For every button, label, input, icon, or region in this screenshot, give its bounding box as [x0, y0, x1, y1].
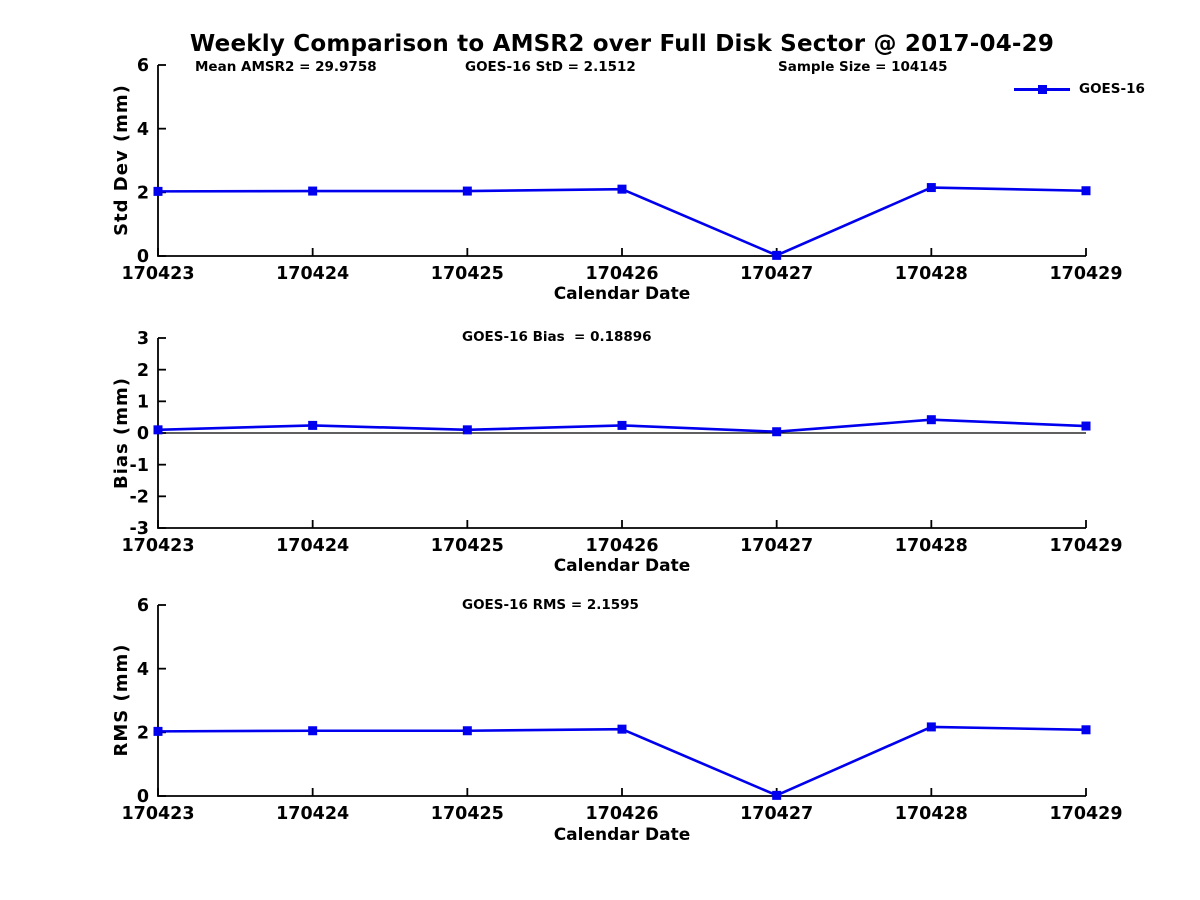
y-tick-label: 4: [137, 660, 149, 680]
axis-spine: [157, 65, 1086, 257]
y-tick-label: 2: [137, 361, 149, 381]
y-tick-label: -2: [130, 487, 149, 507]
y-tick-label: 6: [137, 596, 149, 616]
axis-spine: [157, 605, 1086, 797]
data-point-marker: [1081, 421, 1091, 431]
data-point-marker: [772, 427, 782, 437]
x-tick-label: 170426: [585, 804, 658, 824]
ylabel-bias: Bias (mm): [111, 377, 132, 489]
x-tick-label: 170423: [121, 264, 194, 284]
data-point-marker: [462, 425, 472, 435]
x-tick-label: 170424: [276, 264, 349, 284]
data-point-marker: [308, 186, 318, 196]
x-tick-label: 170425: [431, 264, 504, 284]
data-point-marker: [462, 726, 472, 736]
data-point-marker: [308, 420, 318, 430]
x-tick-label: 170424: [276, 536, 349, 556]
data-point-marker: [772, 790, 782, 800]
data-point-marker: [153, 726, 163, 736]
x-tick-label: 170426: [585, 536, 658, 556]
data-point-marker: [462, 186, 472, 196]
x-tick-label: 170428: [895, 264, 968, 284]
data-point-marker: [926, 722, 936, 732]
y-tick-label: 3: [137, 329, 149, 349]
ylabel-std-dev: Std Dev (mm): [111, 84, 132, 236]
figure-title: Weekly Comparison to AMSR2 over Full Dis…: [189, 31, 1055, 57]
y-tick-label: -3: [130, 519, 149, 539]
x-tick-label: 170428: [895, 804, 968, 824]
legend: GOES-16: [1014, 81, 1145, 97]
data-point-marker: [617, 184, 627, 194]
data-point-marker: [1081, 186, 1091, 196]
data-point-marker: [926, 415, 936, 425]
annotation-goes16-rms: GOES-16 RMS = 2.1595: [462, 597, 639, 613]
data-point-marker: [617, 724, 627, 734]
y-tick-label: 0: [137, 247, 149, 267]
x-tick-label: 170424: [276, 804, 349, 824]
y-tick-label: -1: [130, 456, 149, 476]
xlabel-calendar-date-2: Calendar Date: [553, 556, 691, 576]
annotation-goes16-std: GOES-16 StD = 2.1512: [465, 59, 636, 75]
annotation-mean-amsr2: Mean AMSR2 = 29.9758: [195, 59, 377, 75]
series-line-goes-16: [157, 186, 1087, 257]
x-tick-label: 170423: [121, 536, 194, 556]
x-tick-label: 170427: [740, 804, 813, 824]
y-tick-label: 0: [137, 424, 149, 444]
data-point-marker: [153, 186, 163, 196]
y-tick-label: 0: [137, 787, 149, 807]
x-tick-label: 170425: [431, 804, 504, 824]
ylabel-rms: RMS (mm): [111, 643, 132, 757]
x-tick-label: 170425: [431, 536, 504, 556]
annotation-goes16-bias: GOES-16 Bias = 0.18896: [462, 329, 652, 345]
data-point-marker: [617, 420, 627, 430]
data-point-marker: [1081, 725, 1091, 735]
y-tick-label: 2: [137, 723, 149, 743]
annotation-sample-size: Sample Size = 104145: [778, 59, 948, 75]
x-tick-label: 170429: [1049, 804, 1122, 824]
y-tick-label: 4: [137, 120, 149, 140]
x-tick-label: 170427: [740, 536, 813, 556]
x-tick-label: 170423: [121, 804, 194, 824]
x-tick-label: 170429: [1049, 536, 1122, 556]
x-tick-label: 170428: [895, 536, 968, 556]
legend-line-sample: [1014, 84, 1070, 94]
y-tick-label: 2: [137, 183, 149, 203]
xlabel-calendar-date-1: Calendar Date: [553, 284, 691, 304]
y-tick-label: 6: [137, 56, 149, 76]
legend-label: GOES-16: [1079, 81, 1145, 97]
data-point-marker: [308, 726, 318, 736]
x-tick-label: 170427: [740, 264, 813, 284]
y-tick-label: 1: [137, 392, 149, 412]
x-tick-label: 170426: [585, 264, 658, 284]
data-point-marker: [772, 250, 782, 260]
legend-square-marker-icon: [1038, 84, 1047, 94]
data-point-marker: [926, 183, 936, 193]
series-line-goes-16: [157, 725, 1087, 797]
xlabel-calendar-date-3: Calendar Date: [553, 825, 691, 845]
x-tick-label: 170429: [1049, 264, 1122, 284]
data-point-marker: [153, 425, 163, 435]
